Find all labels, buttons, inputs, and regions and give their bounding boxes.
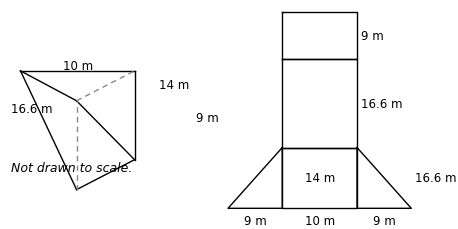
Text: 16.6 m: 16.6 m <box>361 97 402 110</box>
Text: 16.6 m: 16.6 m <box>11 102 53 115</box>
Text: 9 m: 9 m <box>196 112 219 125</box>
Text: 9 m: 9 m <box>361 30 383 43</box>
Text: 14 m: 14 m <box>305 172 335 185</box>
Text: 10 m: 10 m <box>63 60 93 72</box>
Text: 14 m: 14 m <box>159 79 189 92</box>
Text: 10 m: 10 m <box>305 214 335 227</box>
Text: 16.6 m: 16.6 m <box>415 172 457 185</box>
Text: 9 m: 9 m <box>244 214 267 227</box>
Text: Not drawn to scale.: Not drawn to scale. <box>11 161 133 174</box>
Text: 9 m: 9 m <box>373 214 396 227</box>
